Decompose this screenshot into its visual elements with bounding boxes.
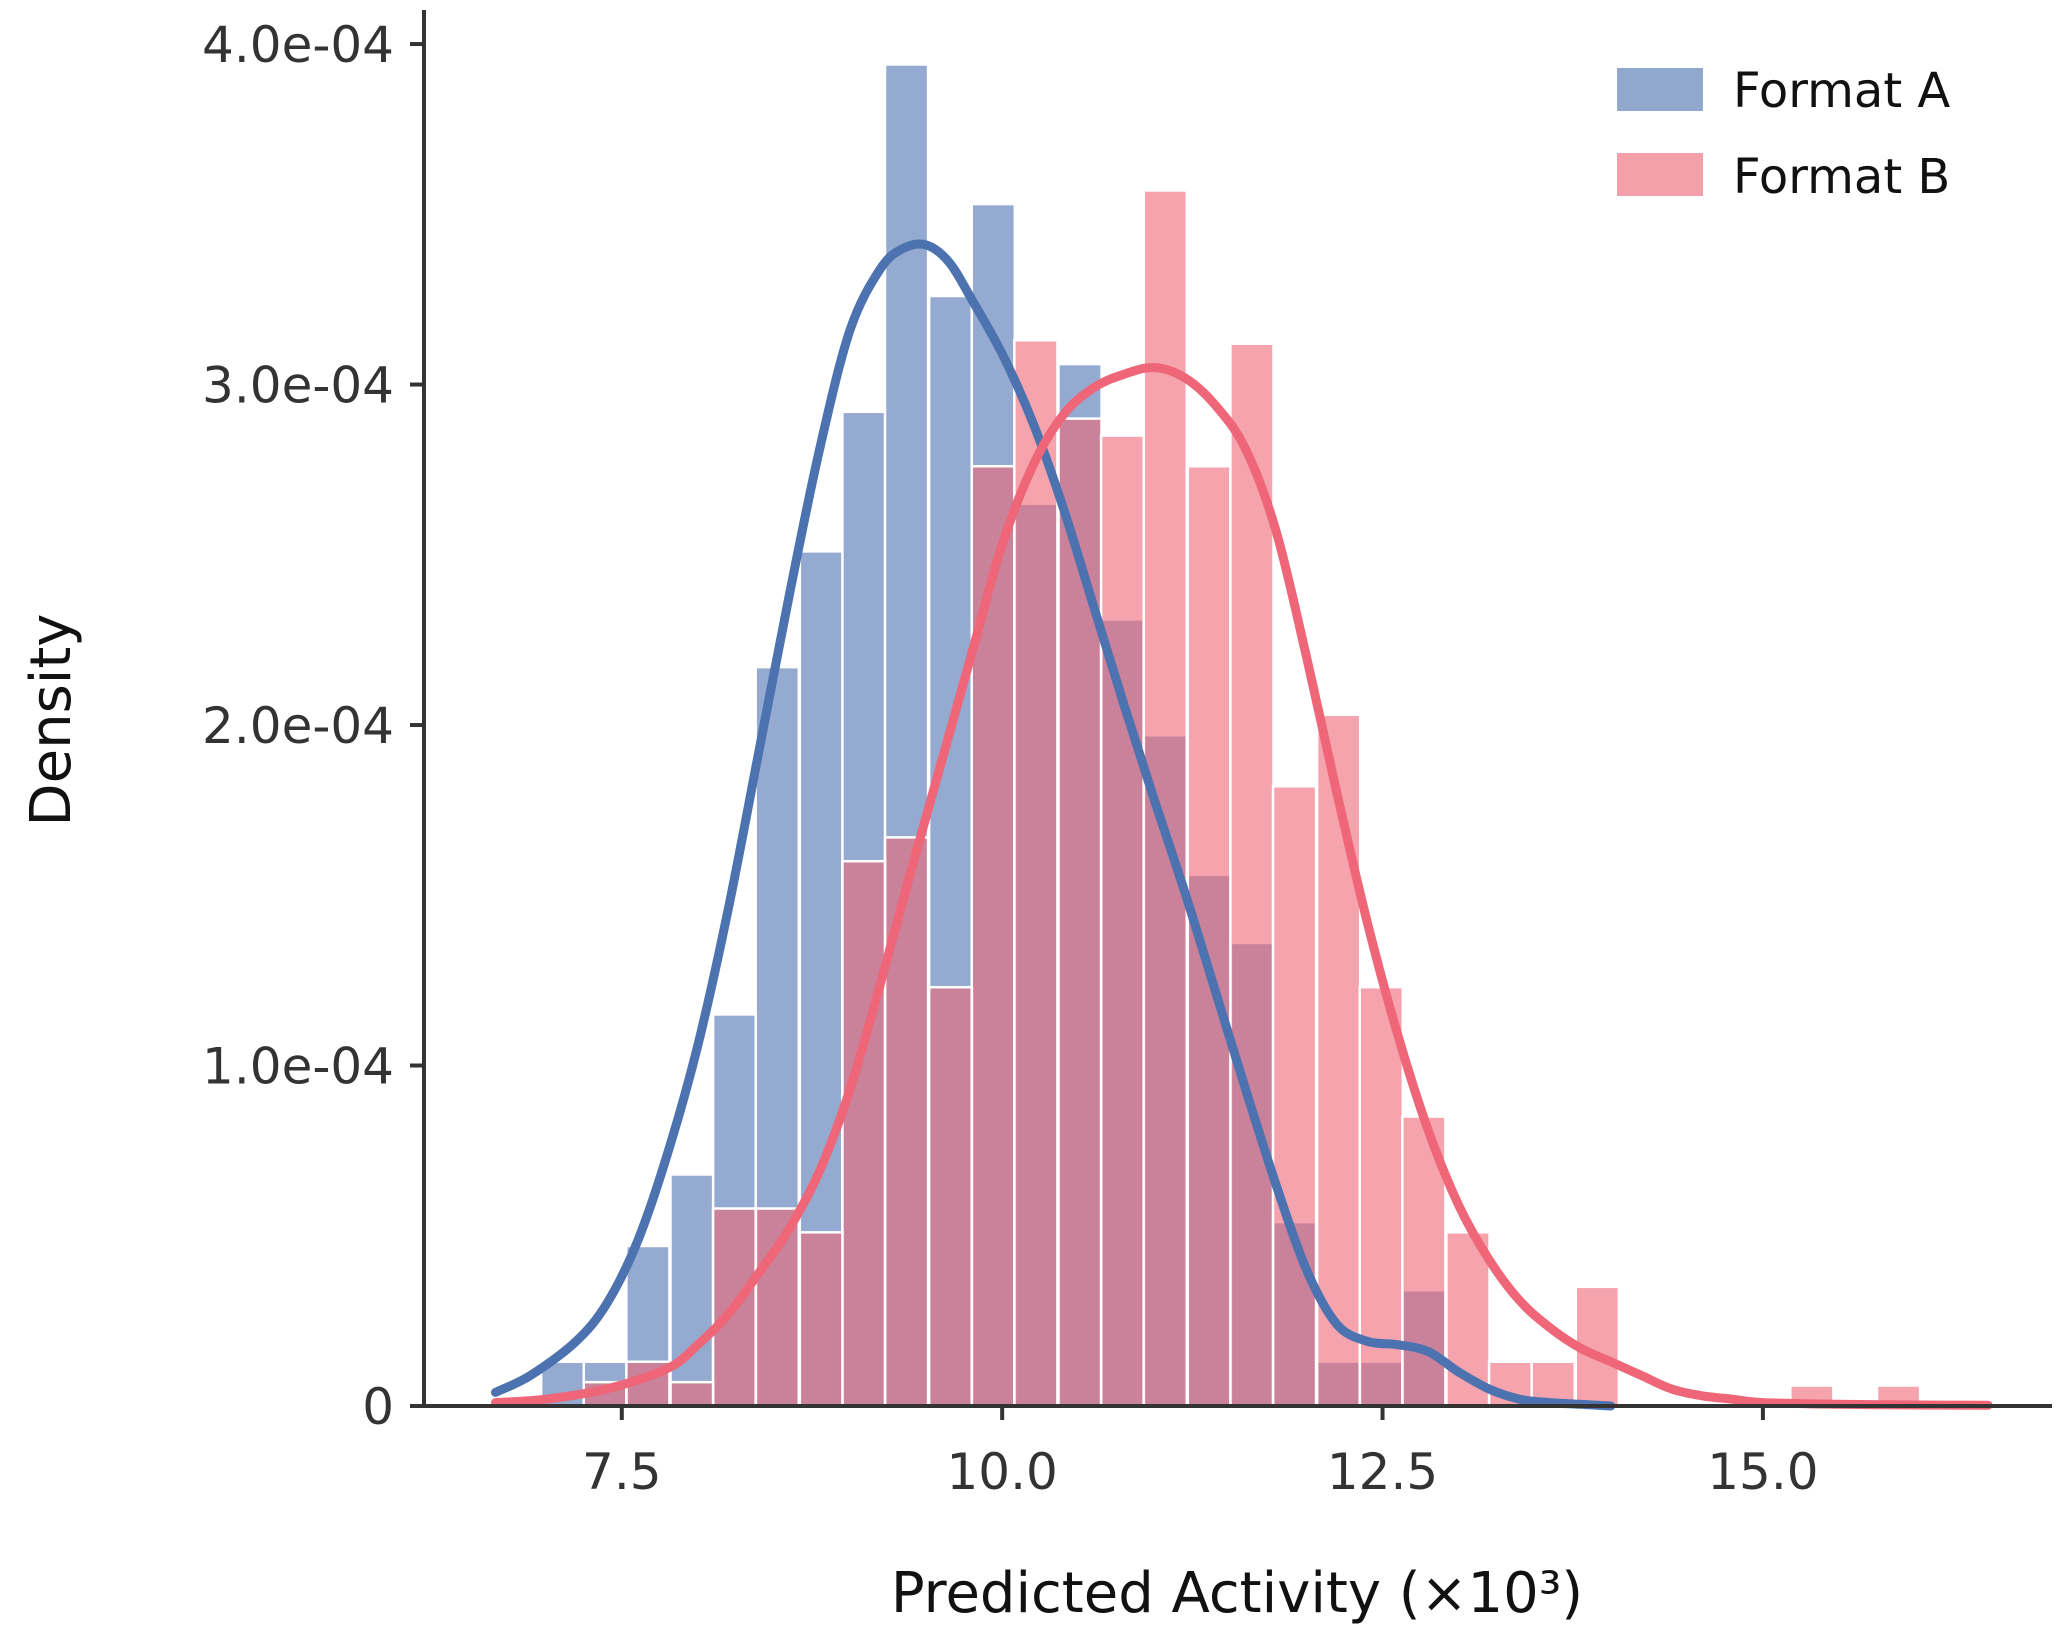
format-b-bar — [1013, 339, 1059, 1408]
legend-swatch-format-a — [1617, 68, 1703, 111]
legend-label-format-b: Format B — [1733, 149, 1950, 205]
format-b-bar — [754, 1207, 801, 1408]
legend-swatch-format-b — [1617, 153, 1703, 196]
format-b-bar — [1315, 713, 1362, 1408]
y-tick-label: 4.0e-04 — [202, 16, 394, 74]
x-tick-label: 7.5 — [582, 1443, 662, 1501]
format-b-bar — [1057, 417, 1103, 1408]
y-tick-label: 0 — [362, 1378, 394, 1436]
y-axis-title: Density — [19, 614, 84, 827]
x-axis-title: Predicted Activity (×10³) — [891, 1561, 1583, 1626]
format-a-bar — [669, 1173, 715, 1408]
legend-label-format-a: Format A — [1733, 63, 1950, 119]
y-axis-ticks: 0 1.0e-04 2.0e-04 3.0e-04 4.0e-04 — [202, 16, 424, 1436]
format-b-bar — [841, 859, 887, 1408]
format-b-bar — [1271, 785, 1318, 1408]
format-b-bar — [927, 985, 974, 1408]
y-tick-label: 2.0e-04 — [202, 697, 394, 755]
x-axis-ticks: 7.5 10.0 12.5 15.0 — [582, 1406, 1819, 1501]
x-tick-label: 15.0 — [1707, 1443, 1818, 1501]
format-b-bar — [1099, 434, 1146, 1408]
format-b-bar — [883, 836, 930, 1408]
y-tick-label: 3.0e-04 — [202, 357, 394, 415]
legend: Format A Format B — [1617, 63, 1950, 205]
format-b-bar — [798, 1231, 845, 1408]
format-b-bar — [1358, 985, 1405, 1408]
format-a-kde-curve — [491, 239, 1616, 1411]
format-b-bar — [970, 465, 1017, 1408]
format-b-bars — [582, 189, 1922, 1408]
format-b-bar — [669, 1380, 715, 1408]
x-tick-label: 12.5 — [1327, 1443, 1438, 1501]
y-tick-label: 1.0e-04 — [202, 1038, 394, 1096]
x-tick-label: 10.0 — [947, 1443, 1058, 1501]
format-b-kde-curve — [491, 362, 1993, 1410]
